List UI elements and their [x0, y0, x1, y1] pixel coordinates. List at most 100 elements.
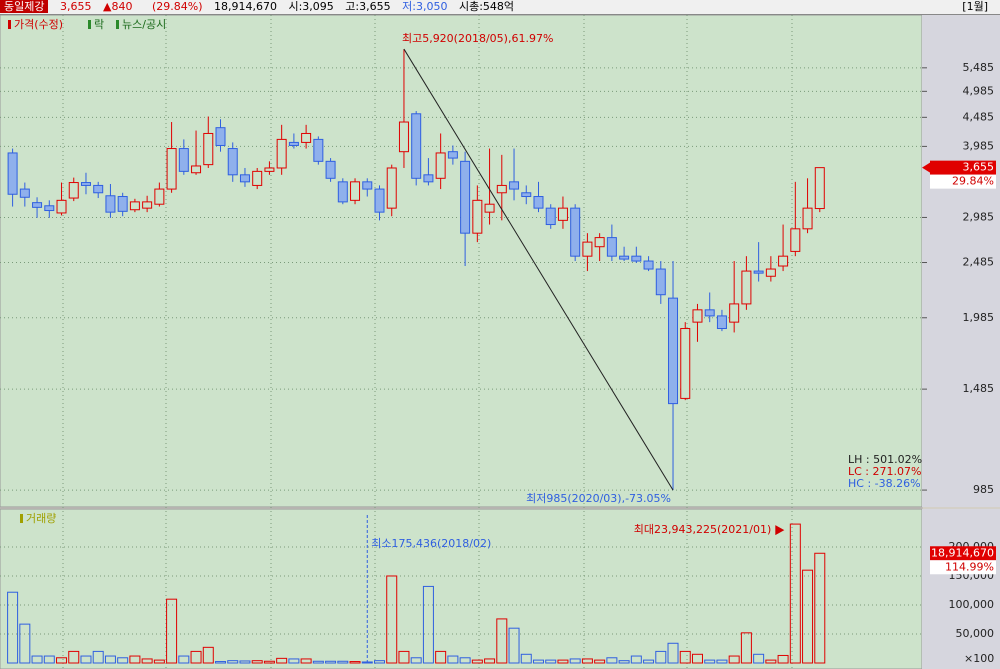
candle-body: [191, 165, 202, 174]
volume-bar: [263, 660, 275, 664]
candle-body: [105, 195, 116, 213]
period[interactable]: [1월]: [962, 0, 988, 13]
candle-body: [668, 297, 679, 405]
candle-body: [594, 237, 605, 248]
y-tick-label: 50,000: [956, 627, 995, 640]
last-price-arrow: [922, 162, 930, 173]
volume-bar: [190, 650, 202, 664]
candle-body: [545, 207, 556, 226]
volume-bar: [753, 653, 765, 664]
pane-label[interactable]: 락: [94, 18, 104, 31]
volume-bar: [410, 657, 422, 664]
y-tick-label: 100,000: [949, 598, 995, 611]
stat: LC : 271.07%: [848, 465, 921, 478]
volume-bar: [643, 659, 655, 664]
candle-body: [166, 148, 177, 190]
candle-body: [741, 270, 752, 305]
last-volume-rate: 114.99%: [945, 560, 994, 573]
volume-unit: ×100: [964, 652, 994, 665]
chart: 가격(수정) 락 뉴스/공시 거래량 LH : 501.02% LC : 271…: [0, 15, 1000, 669]
candle-body: [80, 182, 91, 186]
candle-body: [142, 201, 153, 209]
volume-bar: [166, 598, 178, 664]
last-volume-box: [930, 546, 996, 561]
volume-bar: [447, 655, 459, 664]
change-rate: (29.84%): [151, 0, 203, 13]
volume-bar: [129, 655, 141, 664]
volume-bar: [435, 650, 447, 664]
high: 고:3,655: [345, 0, 391, 13]
volume-bar: [691, 653, 703, 664]
volume-bar: [215, 661, 227, 664]
volume-bar: [141, 658, 153, 664]
volume-bar: [349, 661, 361, 664]
volume-bar: [459, 657, 471, 664]
candle-body: [778, 255, 789, 267]
candle-body: [398, 121, 409, 153]
y-tick-label: 1,485: [963, 382, 995, 395]
candle-body: [631, 255, 642, 262]
y-tick-label: 985: [973, 483, 994, 496]
pane-label[interactable]: 거래량: [26, 512, 56, 525]
min-annotation: 최소175,436(2018/02): [371, 537, 491, 550]
volume-bar: [80, 655, 92, 664]
pane-label[interactable]: 가격(수정): [14, 18, 63, 31]
candle-body: [350, 181, 361, 201]
last-price: 3,655: [963, 161, 995, 174]
candle-body: [496, 184, 507, 194]
volume-bar: [68, 650, 80, 664]
change: ▲840: [103, 0, 140, 13]
volume-bar: [508, 627, 520, 664]
candle-body: [32, 202, 43, 208]
max-annotation: 최대23,943,225(2021/01): [634, 523, 772, 536]
candle-body: [374, 188, 385, 213]
candle-body: [680, 328, 691, 399]
candle-body: [325, 160, 336, 179]
volume-pane: [0, 508, 923, 669]
volume-bar: [31, 655, 43, 664]
candle-body: [435, 152, 446, 179]
volume-bar: [704, 659, 716, 664]
price-axis: [922, 15, 1000, 507]
y-tick-label: 5,485: [963, 61, 995, 74]
volume-bar: [581, 658, 593, 664]
candle-body: [313, 138, 324, 162]
volume-bar: [789, 523, 801, 664]
candle-body: [362, 181, 373, 190]
y-tick-label: 4,985: [963, 84, 995, 97]
candle-body: [129, 201, 140, 211]
volume-bar: [765, 659, 777, 664]
candle-body: [117, 196, 128, 212]
candle-body: [790, 228, 801, 252]
volume-bar: [398, 650, 410, 664]
low-annotation: 최저985(2020/03),-73.05%: [526, 492, 671, 505]
label-marker: [116, 20, 119, 29]
candle-body: [643, 260, 654, 270]
pane-label[interactable]: 뉴스/공시: [122, 18, 166, 31]
y-tick-label: 2,485: [963, 256, 995, 269]
y-tick-label: 3,985: [963, 139, 995, 152]
candle-body: [56, 199, 67, 214]
label-marker: [88, 20, 91, 29]
candle-body: [729, 303, 740, 323]
candle-body: [447, 151, 458, 159]
last-price-box: [930, 160, 996, 175]
candle-body: [716, 315, 727, 330]
volume-bar: [545, 659, 557, 664]
candle-body: [619, 255, 630, 260]
candle-body: [154, 188, 165, 205]
volume-bar: [606, 657, 618, 664]
volume-bar: [288, 658, 300, 664]
candle-body: [606, 237, 617, 257]
volume-bar: [178, 655, 190, 664]
candle-body: [44, 205, 55, 212]
volume-bar: [716, 659, 728, 664]
low: 저:3,050: [402, 0, 448, 13]
candle-body: [753, 270, 764, 274]
volume-bar: [520, 653, 532, 664]
volume-bar: [618, 660, 630, 664]
market-cap: 시총:548억: [458, 0, 515, 13]
stock-name[interactable]: 동일제강: [0, 0, 49, 13]
price: 3,655: [59, 0, 92, 13]
volume-bar: [728, 655, 740, 664]
